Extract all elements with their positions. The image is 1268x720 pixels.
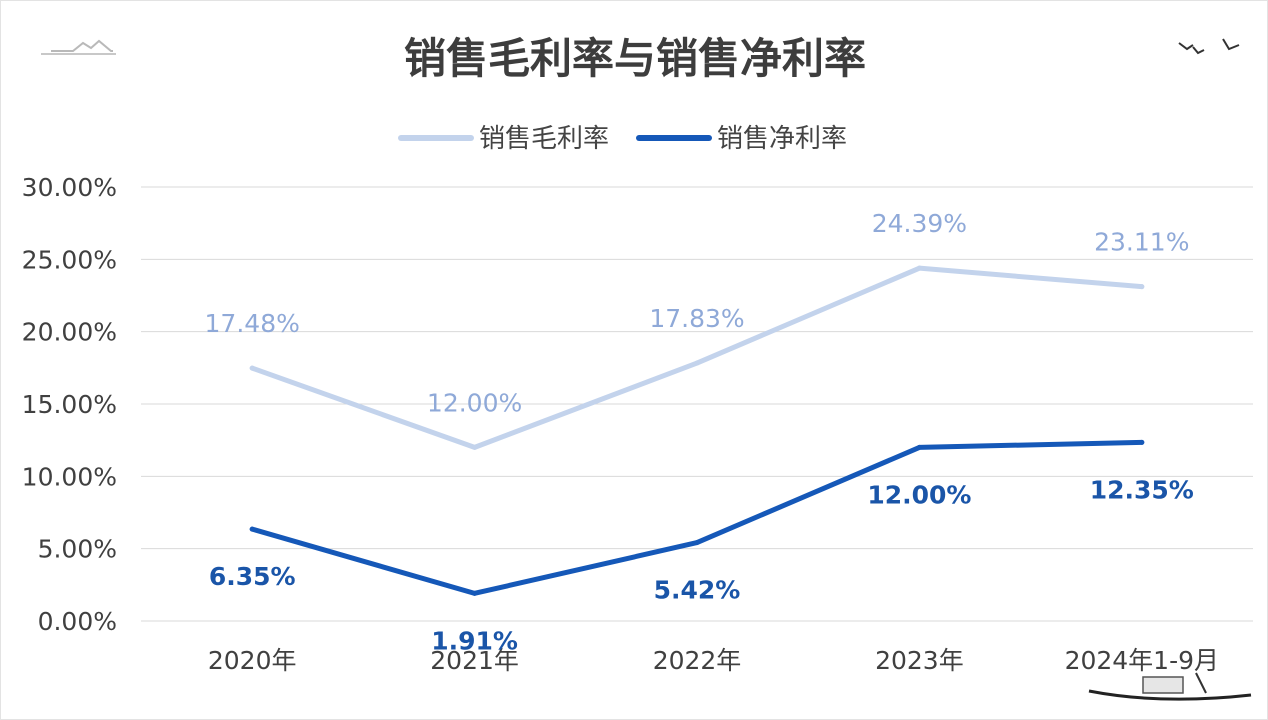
- x-tick-label: 2024年1-9月: [1065, 646, 1219, 675]
- data-label: 1.91%: [431, 626, 518, 655]
- data-label: 17.48%: [205, 309, 300, 338]
- legend-label: 销售毛利率: [479, 124, 609, 154]
- data-label: 12.00%: [427, 388, 522, 417]
- x-axis: 2020年 2021年 2022年 2023年 2024年1-9月: [208, 646, 1219, 675]
- data-label: 6.35%: [209, 562, 296, 591]
- boat-ornament-icon: [1088, 672, 1252, 701]
- y-tick-label: 0.00%: [38, 607, 117, 636]
- y-tick-label: 20.00%: [22, 318, 117, 347]
- x-tick-label: 2021年: [430, 646, 519, 675]
- series-line: [249, 265, 1145, 450]
- data-point: [249, 526, 255, 532]
- chart-title: 销售毛利率与销售净利率: [404, 34, 866, 83]
- data-point: [472, 590, 478, 596]
- data-point: [916, 444, 922, 450]
- data-label: 12.00%: [867, 480, 971, 509]
- data-label: 17.83%: [649, 304, 744, 333]
- data-label: 23.11%: [1094, 228, 1189, 257]
- y-tick-label: 10.00%: [22, 462, 117, 491]
- data-labels: 17.48% 12.00% 17.83% 24.39% 23.11% 6.35% 1.91%…: [205, 209, 1194, 655]
- data-point: [1139, 284, 1145, 290]
- grid: [141, 186, 1253, 622]
- series-line: [249, 439, 1145, 596]
- y-tick-label: 5.00%: [38, 535, 117, 564]
- y-tick-label: 15.00%: [22, 390, 117, 419]
- series-lines: [249, 265, 1145, 596]
- y-tick-label: 25.00%: [22, 245, 117, 274]
- data-label: 12.35%: [1090, 475, 1194, 504]
- data-point: [249, 365, 255, 371]
- birds-ornament-icon: [1178, 38, 1240, 55]
- data-point: [472, 444, 478, 450]
- y-tick-label: 30.00%: [22, 173, 117, 202]
- legend: 销售毛利率 销售净利率: [398, 124, 847, 154]
- mountain-ornament-icon: [41, 39, 116, 55]
- data-point: [916, 265, 922, 271]
- x-tick-label: 2023年: [875, 646, 964, 675]
- y-axis: 0.00% 5.00% 10.00% 15.00% 20.00% 25.00% 30.00%: [22, 173, 117, 636]
- data-point: [694, 540, 700, 546]
- x-tick-label: 2020年: [208, 646, 297, 675]
- x-tick-label: 2022年: [653, 646, 742, 675]
- data-label: 24.39%: [872, 209, 967, 238]
- data-label: 5.42%: [654, 576, 741, 605]
- data-point: [1139, 439, 1145, 445]
- legend-label: 销售净利率: [717, 124, 847, 154]
- data-point: [694, 360, 700, 366]
